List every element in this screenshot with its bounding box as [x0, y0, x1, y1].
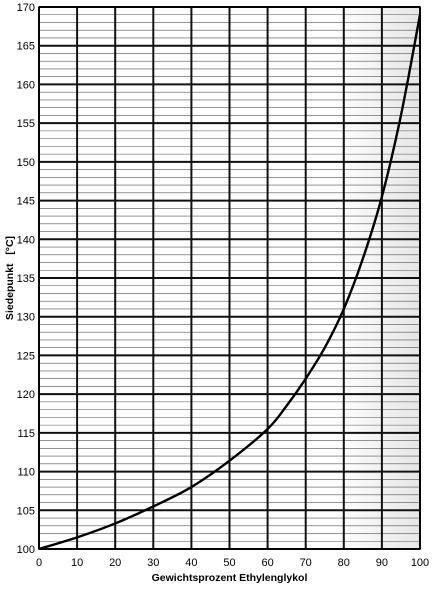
y-tick-label: 165 [17, 41, 35, 53]
y-tick-label: 155 [17, 118, 35, 130]
x-tick-label: 10 [71, 557, 83, 569]
x-tick-label: 50 [223, 557, 235, 569]
y-tick-label: 160 [17, 79, 35, 91]
x-tick-label: 60 [261, 557, 273, 569]
y-tick-label: 110 [17, 467, 35, 479]
plot-frame [38, 6, 421, 550]
y-tick-label: 125 [17, 350, 35, 362]
y-tick-label: 105 [17, 505, 35, 517]
x-tick-label: 20 [109, 557, 121, 569]
x-tick-label: 40 [185, 557, 197, 569]
x-axis-label: Gewichtsprozent Ethylenglykol [152, 572, 308, 584]
x-tick-label: 70 [300, 557, 312, 569]
y-axis-label: Siedepunkt [°C] [4, 236, 16, 320]
y-axis-ticks: 100 105 110 115 120 125 130 135 140 145 150 155 160 1… [17, 2, 35, 556]
series-layer [38, 14, 422, 551]
y-tick-label: 150 [17, 157, 35, 169]
x-tick-label: 100 [411, 557, 429, 569]
y-tick-label: 115 [17, 428, 35, 440]
x-tick-label: 90 [376, 557, 388, 569]
y-tick-label: 145 [17, 196, 35, 208]
y-tick-label: 120 [17, 389, 35, 401]
x-tick-label: 30 [147, 557, 159, 569]
y-tick-label: 100 [17, 544, 35, 556]
x-axis-ticks: 0 10 20 30 40 50 60 70 80 90 100 [36, 557, 429, 569]
y-tick-label: 140 [17, 234, 35, 246]
y-tick-label: 130 [17, 312, 35, 324]
y-tick-label: 170 [17, 2, 35, 14]
y-tick-label: 135 [17, 273, 35, 285]
x-tick-label: 0 [36, 557, 42, 569]
series-line [38, 14, 422, 551]
x-tick-label: 80 [338, 557, 350, 569]
